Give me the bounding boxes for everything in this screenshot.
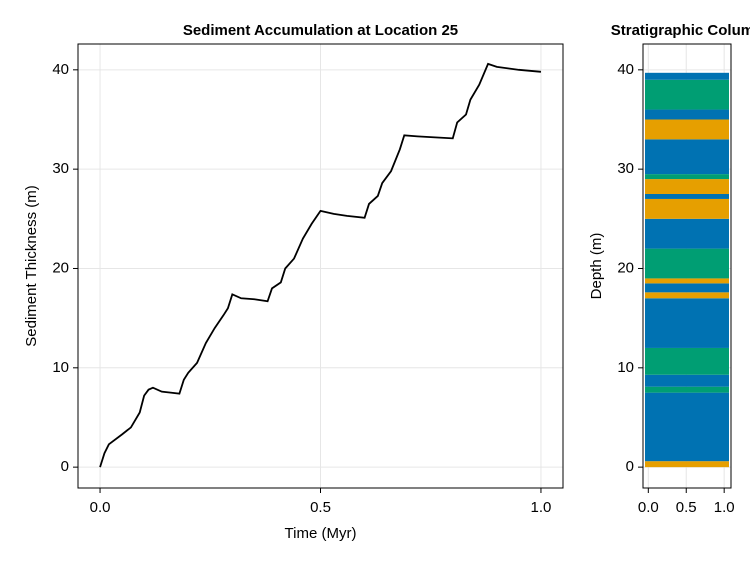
y-tick-label: 10 [617,359,634,376]
layer [645,248,729,279]
layer [645,119,729,140]
axes-frame [642,43,732,489]
x-tick-label: 1.0 [531,499,552,516]
axes-frame [77,43,564,489]
layer [645,374,729,387]
layer [645,283,729,293]
grid [78,44,563,488]
y-tick-label: 0 [61,458,69,475]
layer [645,139,729,175]
y-tick-label: 20 [617,259,634,276]
x-tick-label: 0.5 [676,499,697,516]
layer [645,278,729,284]
layer [645,179,729,194]
layer [645,198,729,219]
x-tick-label: 0.0 [90,499,111,516]
layer [645,347,729,375]
layer [645,193,729,199]
layer [645,298,729,348]
data-line [99,62,542,468]
y-axis-label: Depth (m) [588,233,605,300]
y-tick-label: 40 [52,61,69,78]
layer [645,109,729,120]
layer [645,72,729,80]
chart-title: Stratigraphic Column [611,22,750,39]
layer [645,392,729,462]
layer [645,292,729,299]
chart-title: Sediment Accumulation at Location 25 [183,22,458,39]
y-tick-label: 30 [52,160,69,177]
layer [645,386,729,393]
x-tick-label: 1.0 [714,499,735,516]
layer [645,461,729,468]
y-tick-label: 0 [626,458,634,475]
y-axis-label: Sediment Thickness (m) [23,185,40,346]
y-tick-label: 20 [52,259,69,276]
layer [645,79,729,110]
y-tick-label: 10 [52,359,69,376]
layer [645,174,729,180]
y-tick-label: 40 [617,61,634,78]
layer [645,218,729,249]
x-tick-label: 0.5 [310,499,331,516]
x-axis-label: Time (Myr) [285,525,357,542]
x-tick-label: 0.0 [638,499,659,516]
y-tick-label: 30 [617,160,634,177]
